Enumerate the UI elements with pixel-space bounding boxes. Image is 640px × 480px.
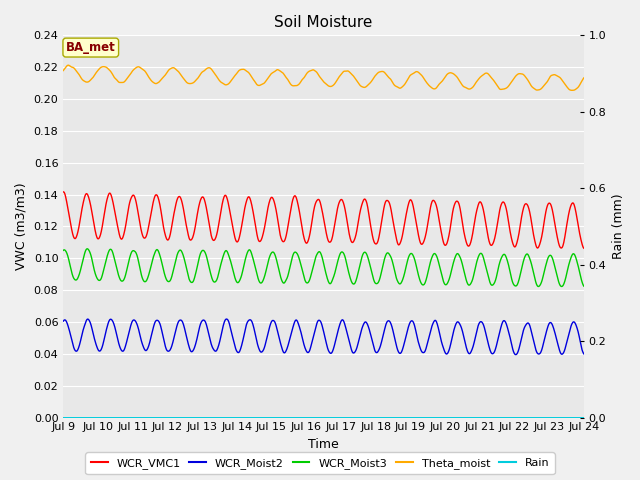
Text: BA_met: BA_met	[66, 41, 116, 54]
Y-axis label: Rain (mm): Rain (mm)	[612, 193, 625, 259]
Legend: WCR_VMC1, WCR_Moist2, WCR_Moist3, Theta_moist, Rain: WCR_VMC1, WCR_Moist2, WCR_Moist3, Theta_…	[85, 453, 555, 474]
Y-axis label: VWC (m3/m3): VWC (m3/m3)	[15, 183, 28, 270]
X-axis label: Time: Time	[308, 438, 339, 451]
Title: Soil Moisture: Soil Moisture	[275, 15, 372, 30]
